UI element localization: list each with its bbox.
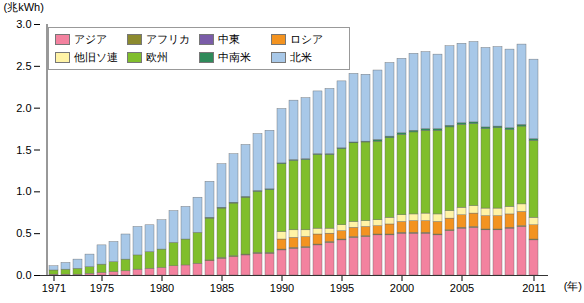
svg-text:1995: 1995 (330, 282, 354, 294)
svg-text:1.0: 1.0 (16, 185, 31, 197)
svg-text:0.0: 0.0 (16, 269, 31, 281)
svg-text:0.5: 0.5 (16, 227, 31, 239)
svg-text:2005: 2005 (450, 282, 474, 294)
html-text:ロシア: ロシア (290, 33, 323, 45)
svg-text:2.0: 2.0 (16, 102, 31, 114)
svg-text:1990: 1990 (270, 282, 294, 294)
svg-text:2011: 2011 (522, 282, 546, 294)
html-text:欧州: 欧州 (146, 51, 168, 63)
svg-text:1980: 1980 (150, 282, 174, 294)
svg-text:1975: 1975 (90, 282, 114, 294)
svg-text:(兆kWh): (兆kWh) (4, 1, 44, 13)
html-text:北米: 北米 (290, 51, 312, 63)
html-text:他旧ソ連: 他旧ソ連 (74, 51, 118, 63)
html-text:中南米: 中南米 (218, 51, 251, 63)
svg-text:2000: 2000 (390, 282, 414, 294)
svg-text:1985: 1985 (210, 282, 234, 294)
svg-text:3.0: 3.0 (16, 18, 31, 30)
html-text:アフリカ: アフリカ (146, 33, 190, 45)
svg-text:1.5: 1.5 (16, 144, 31, 156)
svg-text:2.5: 2.5 (16, 60, 31, 72)
svg-text:1971: 1971 (42, 282, 66, 294)
html-text:(年): (年) (563, 280, 582, 292)
html-text:中東: 中東 (218, 33, 240, 45)
html-text:アジア: アジア (74, 33, 107, 45)
